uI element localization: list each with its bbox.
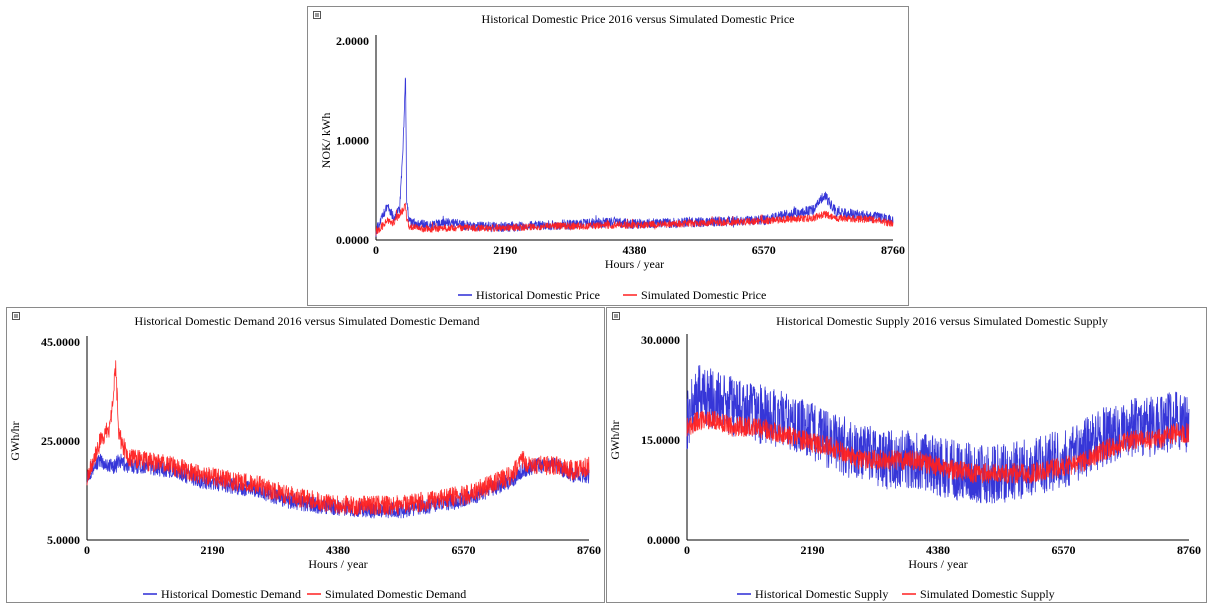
y-axis-label: GWh/hr: [608, 420, 622, 459]
legend-entry: Simulated Domestic Supply: [920, 587, 1055, 601]
price-chart-panel: Historical Domestic Price 2016 versus Si…: [307, 6, 909, 306]
y-tick-label: 25.0000: [41, 434, 80, 448]
x-tick-label: 0: [373, 243, 379, 257]
x-axis-label: Hours / year: [605, 257, 664, 271]
x-tick-label: 2190: [493, 243, 517, 257]
x-tick-label: 6570: [752, 243, 776, 257]
series-line-simulated: [686, 410, 1190, 484]
series-line-simulated: [86, 360, 590, 516]
x-tick-label: 0: [84, 543, 90, 557]
x-tick-label: 0: [684, 543, 690, 557]
legend-entry: Historical Domestic Supply: [755, 587, 888, 601]
y-axis-label: GWh/hr: [8, 421, 22, 460]
x-axis-label: Hours / year: [308, 557, 367, 571]
expand-icon[interactable]: [313, 11, 321, 19]
x-tick-label: 6570: [452, 543, 476, 557]
chart-title: Historical Domestic Demand 2016 versus S…: [135, 314, 480, 328]
y-tick-label: 0.0000: [647, 533, 680, 547]
x-tick-label: 2190: [201, 543, 225, 557]
expand-icon[interactable]: [612, 312, 620, 320]
x-tick-label: 2190: [801, 543, 825, 557]
y-tick-label: 0.0000: [336, 233, 369, 247]
chart-title: Historical Domestic Supply 2016 versus S…: [776, 314, 1108, 328]
demand-chart-svg: Historical Domestic Demand 2016 versus S…: [8, 314, 601, 601]
x-tick-label: 6570: [1052, 543, 1076, 557]
y-tick-label: 30.0000: [641, 333, 680, 347]
expand-icon[interactable]: [12, 312, 20, 320]
x-axis-label: Hours / year: [908, 557, 967, 571]
x-tick-label: 8760: [577, 543, 601, 557]
y-tick-label: 15.0000: [641, 433, 680, 447]
legend-entry: Simulated Domestic Price: [641, 288, 766, 302]
y-tick-label: 1.0000: [336, 134, 369, 148]
legend-entry: Historical Domestic Demand: [161, 587, 301, 601]
x-tick-label: 4380: [926, 543, 950, 557]
legend-entry: Historical Domestic Price: [476, 288, 600, 302]
demand-chart-panel: Historical Domestic Demand 2016 versus S…: [6, 307, 605, 603]
supply-chart-svg: Historical Domestic Supply 2016 versus S…: [608, 314, 1201, 601]
y-tick-label: 5.0000: [47, 533, 80, 547]
x-tick-label: 8760: [1177, 543, 1201, 557]
x-tick-label: 4380: [623, 243, 647, 257]
y-axis-label: NOK/ kWh: [319, 113, 333, 169]
x-tick-label: 8760: [881, 243, 905, 257]
x-tick-label: 4380: [326, 543, 350, 557]
legend-entry: Simulated Domestic Demand: [325, 587, 466, 601]
series-line-simulated: [375, 202, 894, 236]
series-line-historical: [375, 77, 894, 237]
chart-title: Historical Domestic Price 2016 versus Si…: [482, 12, 795, 26]
y-tick-label: 45.0000: [41, 335, 80, 349]
supply-chart-panel: Historical Domestic Supply 2016 versus S…: [606, 307, 1207, 603]
price-chart-svg: Historical Domestic Price 2016 versus Si…: [319, 12, 905, 302]
y-tick-label: 2.0000: [336, 34, 369, 48]
